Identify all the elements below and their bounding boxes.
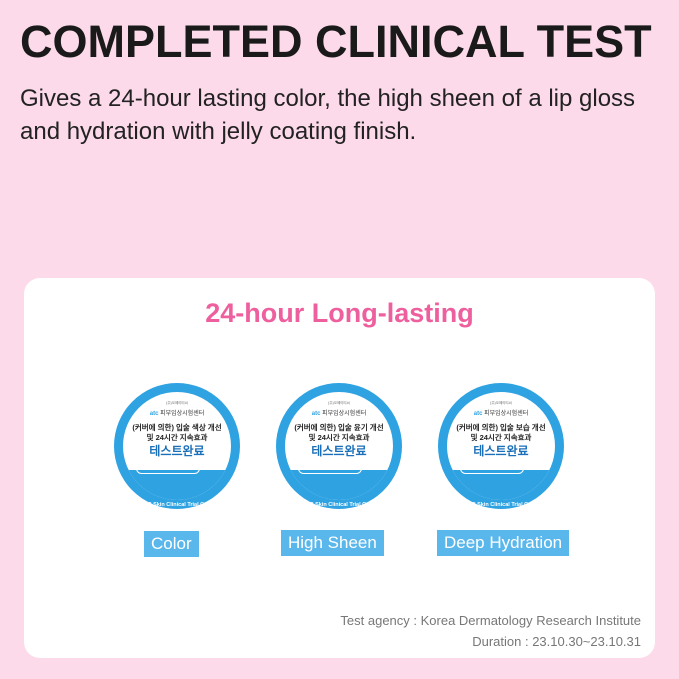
certification-badge-sheen: (주)오에이티씨 atc 피부임상시험센터 (커버에 의한) 입술 윤기 개선 … bbox=[276, 383, 402, 509]
badge-line2: 및 24시간 지속효과 bbox=[308, 433, 370, 442]
test-info: Test agency : Korea Dermatology Research… bbox=[340, 610, 641, 652]
badge-top-text: (주)오에이티씨 bbox=[490, 401, 512, 405]
card-title: 24-hour Long-lasting bbox=[205, 298, 474, 328]
badge-ring-text: OATC Skin Clinical Trial Center bbox=[460, 502, 542, 508]
label-high-sheen: High Sheen bbox=[281, 530, 384, 556]
test-agency: Test agency : Korea Dermatology Research… bbox=[340, 613, 641, 628]
badge-done: 테스트완료 bbox=[149, 444, 205, 458]
badge-line1: (커버에 의한) 입술 보습 개선 bbox=[456, 423, 546, 432]
badge-pill: 인체적용시험완료 bbox=[136, 463, 200, 474]
atc-logo: atc 피부임상시험센터 bbox=[311, 411, 367, 417]
atc-logo: atc 피부임상시험센터 bbox=[149, 411, 205, 417]
badge-pill: 인체적용시험완료 bbox=[298, 463, 362, 474]
test-duration: Duration : 23.10.30~23.10.31 bbox=[472, 634, 641, 649]
subtitle: Gives a 24-hour lasting color, the high … bbox=[20, 85, 636, 145]
page-title: COMPLETED CLINICAL TEST bbox=[20, 16, 652, 67]
certification-badge-hydration: (주)오에이티씨 atc 피부임상시험센터 (커버에 의한) 입술 보습 개선 … bbox=[438, 383, 564, 509]
label-deep-hydration: Deep Hydration bbox=[437, 530, 570, 556]
badge-line1: (커버에 의한) 입술 윤기 개선 bbox=[294, 423, 384, 432]
test-card: 24-hour Long-lasting (주)오에이티씨 atc 피부임상시험… bbox=[24, 278, 655, 658]
badge-done: 테스트완료 bbox=[473, 444, 529, 458]
badge-line1: (커버에 의한) 입술 색상 개선 bbox=[132, 423, 222, 432]
badge-top-text: (주)오에이티씨 bbox=[166, 401, 188, 405]
badge-pill: 인체적용시험완료 bbox=[460, 463, 524, 474]
label-color: Color bbox=[144, 531, 199, 557]
badge-ring-text: OATC Skin Clinical Trial Center bbox=[298, 502, 380, 508]
badge-top-text: (주)오에이티씨 bbox=[328, 401, 350, 405]
badge-done: 테스트완료 bbox=[311, 444, 367, 458]
atc-logo: atc 피부임상시험센터 bbox=[473, 411, 529, 417]
badge-ring-text: OATC Skin Clinical Trial Center bbox=[136, 502, 218, 508]
badge-line2: 및 24시간 지속효과 bbox=[470, 433, 532, 442]
certification-badge-color: (주)오에이티씨 atc 피부임상시험센터 (커버에 의한) 입술 색상 개선 … bbox=[114, 383, 240, 509]
badge-line2: 및 24시간 지속효과 bbox=[146, 433, 208, 442]
